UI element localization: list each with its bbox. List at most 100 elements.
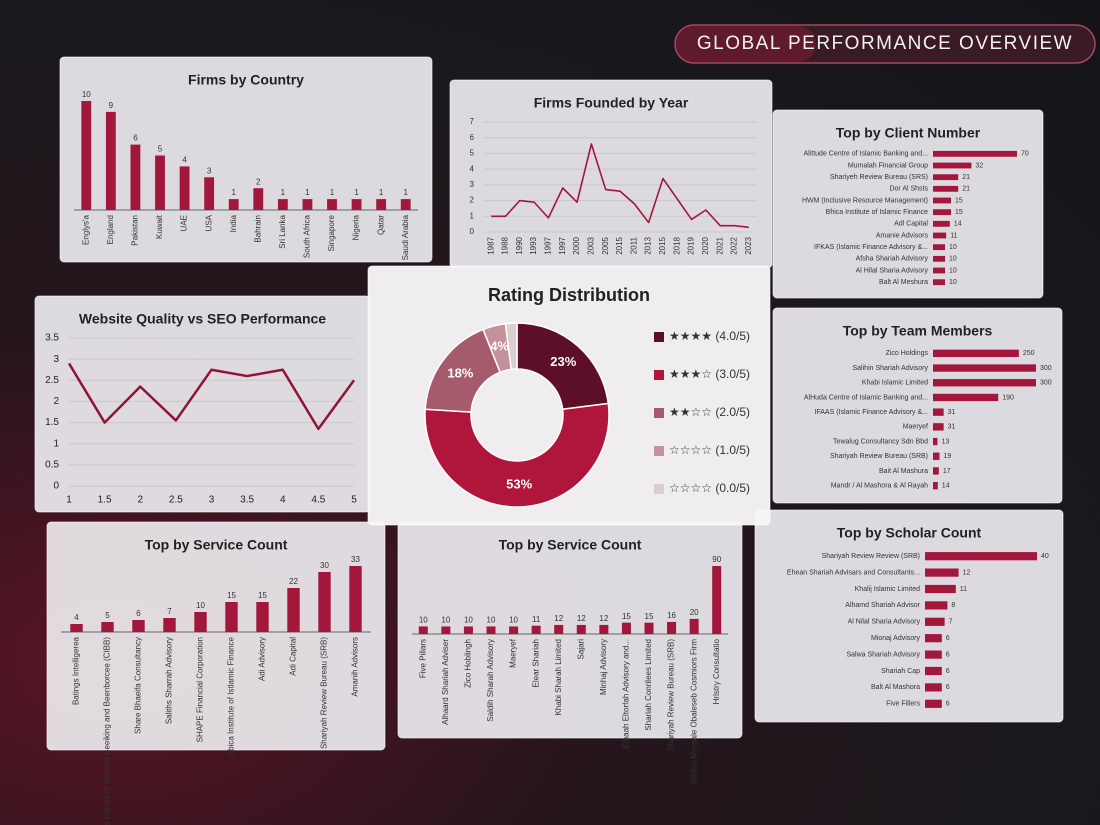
x-tick-label: Bahrain xyxy=(253,215,262,243)
x-tick-label: 1993 xyxy=(529,236,538,254)
bar xyxy=(318,572,331,632)
legend-label: ☆☆☆☆ (0.0/5) xyxy=(669,481,750,495)
x-tick-label: 2005 xyxy=(601,236,610,254)
y-tick-label: Adl Capital xyxy=(894,221,928,228)
y-tick-label: 1 xyxy=(53,438,59,449)
value-label: 6 xyxy=(946,651,950,658)
value-label: 70 xyxy=(1021,151,1029,158)
bar xyxy=(194,612,207,632)
value-label: 190 xyxy=(1002,394,1014,401)
x-tick-label: Qatar xyxy=(376,215,385,235)
y-tick-label: Dor Al Shsts xyxy=(889,186,928,193)
x-tick-label: Shariah Conrilees Limited xyxy=(644,639,653,731)
value-label: 15 xyxy=(622,612,631,621)
x-tick-label: 1987 xyxy=(486,236,495,254)
x-tick-label: 5 xyxy=(351,495,357,506)
value-label: 11 xyxy=(960,586,967,593)
bar xyxy=(689,618,699,634)
x-tick-label: Shariyah Review Bureau (SRB) xyxy=(667,639,676,751)
x-tick-label: 2011 xyxy=(629,236,638,254)
y-tick-label: 3 xyxy=(470,180,475,189)
x-tick-label: 1990 xyxy=(515,236,524,254)
value-label: 6 xyxy=(946,668,950,675)
x-tick-label: Maeryef xyxy=(509,638,518,668)
y-tick-label: 1.5 xyxy=(45,417,59,428)
x-tick-label: Saldih Sharah Advisory xyxy=(486,639,495,722)
bar xyxy=(933,185,959,192)
y-tick-label: Shariah Cap xyxy=(881,668,920,675)
bar xyxy=(101,622,114,632)
bar xyxy=(644,622,654,634)
x-tick-label: SHAPE Financial Corporation xyxy=(196,637,205,742)
panel xyxy=(754,509,1064,723)
chart-panel: Top by Service Count 4 Batings Intelligere… xyxy=(46,521,386,825)
legend-swatch xyxy=(654,484,664,494)
x-tick-label: Sajari xyxy=(576,639,585,660)
y-tick-label: 1 xyxy=(470,211,475,220)
x-tick-label: Adi Advisory xyxy=(258,637,267,681)
chart-panel: Website Quality vs SEO Performance 0 0.5 1 1… xyxy=(34,295,371,513)
x-tick-label: Five Pillars xyxy=(418,639,427,678)
bar xyxy=(925,617,945,626)
y-tick-label: Khabi Islamic Limited xyxy=(862,380,928,387)
y-tick-label: IFAAS (Islamic Finance Advisory &... xyxy=(814,409,928,416)
x-tick-label: Nigeria xyxy=(352,214,361,240)
y-tick-label: Ehean Shariah Advisars and Consultants..… xyxy=(787,569,920,576)
bar xyxy=(933,349,1019,358)
value-label: 1 xyxy=(379,188,384,197)
y-tick-label: 0 xyxy=(470,227,475,236)
bar xyxy=(925,552,1037,561)
y-tick-label: Balt Al Mashora xyxy=(871,684,920,691)
x-tick-label: 2003 xyxy=(586,236,595,254)
x-tick-label: 1997 xyxy=(544,236,553,254)
donut-slice xyxy=(504,322,518,371)
value-label: 10 xyxy=(949,267,957,274)
value-label: 10 xyxy=(509,616,518,625)
bar xyxy=(155,155,165,210)
bar xyxy=(486,626,496,634)
value-label: 3 xyxy=(207,166,212,175)
chart-title: Top by Service Count xyxy=(499,537,642,553)
value-label: 20 xyxy=(690,608,699,617)
bar xyxy=(441,626,451,634)
value-label: 250 xyxy=(1023,350,1035,357)
legend-label: ☆☆☆☆ (1.0/5) xyxy=(669,443,750,457)
bar xyxy=(925,666,942,676)
bar xyxy=(925,584,956,594)
x-tick-label: Sbica Institute of Istlamic Finance xyxy=(227,636,236,756)
bar xyxy=(228,199,239,210)
y-tick-label: 0 xyxy=(53,481,59,492)
value-label: 17 xyxy=(943,468,951,475)
y-tick-label: Shariyah Review Bureau (SRB) xyxy=(830,453,928,460)
x-tick-label: Hrlstry Consultatio xyxy=(712,638,721,704)
bar xyxy=(132,620,145,632)
x-tick-label: Elhaah Eltorfah Advisory and... xyxy=(622,639,631,748)
x-tick-label: 2000 xyxy=(572,236,581,254)
bar xyxy=(925,683,942,692)
value-label: 10 xyxy=(196,601,205,610)
value-label: 5 xyxy=(158,145,163,154)
value-label: 19 xyxy=(944,453,952,460)
bar xyxy=(925,650,942,659)
chart-title: Top by Team Members xyxy=(843,323,993,339)
x-tick-label: 2013 xyxy=(644,236,653,254)
bar xyxy=(253,188,264,210)
value-label: 10 xyxy=(464,616,473,625)
y-tick-label: 5 xyxy=(470,149,475,158)
panel xyxy=(59,56,433,263)
x-tick-label: 1.5 xyxy=(98,495,112,506)
value-label: 33 xyxy=(351,555,360,564)
bar xyxy=(130,144,141,210)
y-tick-label: Balt Al Meshura xyxy=(879,279,928,286)
value-label: 32 xyxy=(975,162,983,169)
bar xyxy=(933,423,944,431)
x-tick-label: 1988 xyxy=(501,236,510,254)
value-label: 15 xyxy=(645,612,654,621)
y-tick-label: HWM (Inclusive Resource Management) xyxy=(802,197,928,204)
bar xyxy=(599,624,609,634)
y-tick-label: Bait Al Mashura xyxy=(879,468,928,475)
y-tick-label: Five Fillers xyxy=(886,701,920,708)
bar xyxy=(463,626,473,634)
x-tick-label: Batings Intelligerea xyxy=(72,636,81,705)
